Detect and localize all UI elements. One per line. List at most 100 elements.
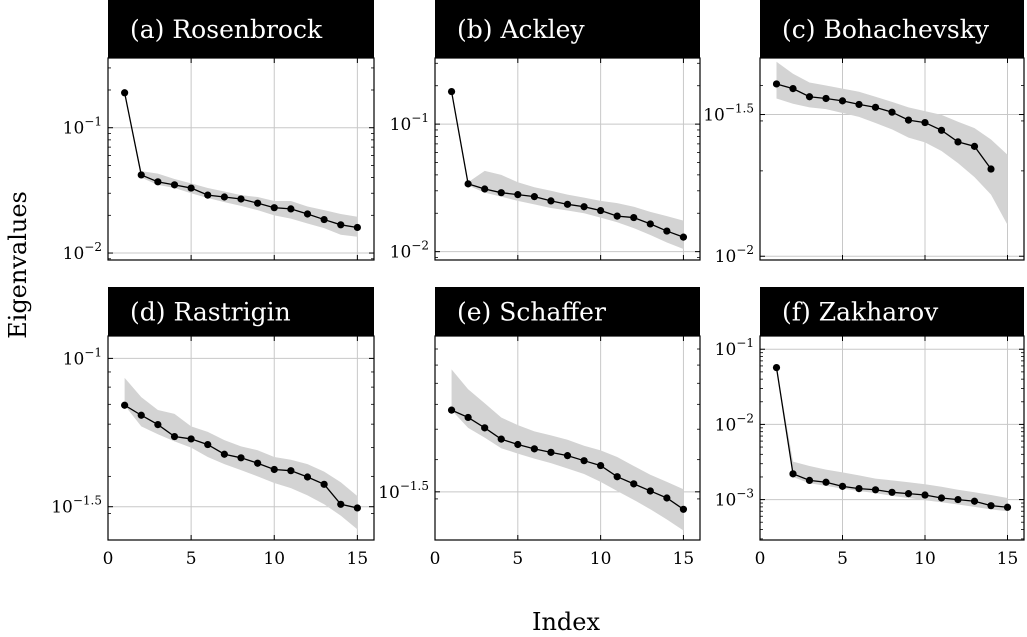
data-point [154, 420, 162, 429]
data-point [254, 199, 262, 207]
data-point [530, 193, 538, 201]
x-tick-label: 0 [755, 549, 766, 569]
data-point [888, 108, 896, 116]
data-point [204, 191, 212, 199]
data-point [630, 213, 638, 222]
axis-frame [759, 57, 1025, 261]
x-tick-label: 15 [673, 549, 695, 569]
data-point [805, 476, 814, 484]
data-point [497, 435, 505, 443]
data-point [497, 189, 505, 197]
data-point [855, 485, 863, 493]
data-point [547, 448, 555, 456]
chart-panel: (c) Bohachevsky 10−1.5 10−2 [703, 0, 1025, 267]
data-point [237, 454, 245, 462]
data-point [921, 118, 929, 127]
data-point [514, 440, 522, 449]
panel-title: (c) Bohachevsky [782, 15, 990, 44]
x-tick-label: 10 [914, 549, 936, 569]
variance-band [776, 61, 1008, 225]
data-point [270, 204, 278, 212]
data-point [613, 212, 621, 220]
data-point [580, 457, 588, 465]
data-point [937, 494, 946, 502]
data-point [237, 195, 245, 203]
panel-title: (a) Rosenbrock [130, 15, 323, 44]
y-tick-label: 10−1 [715, 336, 754, 360]
panel-title: (b) Ackley [457, 15, 585, 44]
data-point [170, 181, 179, 189]
data-point [353, 504, 361, 512]
data-point [805, 93, 814, 101]
variance-band [776, 367, 1008, 512]
y-tick-label: 10−2 [715, 411, 754, 435]
data-point [855, 100, 863, 109]
panel-title-bar [108, 287, 374, 336]
panel-title-bar [435, 0, 700, 58]
variance-band [451, 91, 684, 249]
data-point [547, 197, 555, 205]
axis-frame [759, 335, 1025, 541]
panel-title-bar [435, 287, 700, 336]
data-point [871, 486, 880, 494]
data-point [970, 497, 979, 505]
x-tick-label: 15 [347, 549, 369, 569]
data-point [170, 432, 179, 441]
series-line [123, 92, 358, 229]
chart-panel: (d) Rastrigin 10−1 10−1.5 0 5 10 15 [51, 287, 375, 569]
data-point [353, 223, 361, 232]
data-point [320, 215, 328, 224]
data-point [789, 85, 797, 93]
chart-panel: (b) Ackley 10−1 10−2 [390, 0, 701, 263]
data-point [303, 210, 312, 218]
panel-title: (d) Rastrigin [130, 298, 291, 327]
y-tick-label: 10−1 [63, 115, 102, 139]
data-point [663, 227, 671, 235]
data-point [121, 401, 129, 409]
data-point [121, 89, 129, 97]
data-point [287, 205, 295, 213]
data-point [320, 480, 328, 488]
y-tick-label: 10−1 [63, 345, 102, 369]
data-point [303, 473, 312, 481]
panel-title-bar [760, 0, 1024, 58]
data-point [154, 178, 162, 186]
x-tick-label: 10 [263, 549, 285, 569]
variance-band [124, 377, 358, 530]
data-point [937, 126, 946, 134]
data-point [563, 452, 572, 460]
data-point [921, 491, 929, 499]
y-tick-label: 10−1.5 [378, 479, 429, 503]
data-point [871, 103, 880, 111]
axis-frame [434, 57, 701, 261]
data-point [481, 424, 489, 432]
data-point [646, 487, 654, 495]
x-tick-label: 5 [512, 549, 523, 569]
y-tick-label: 10−1 [390, 111, 429, 135]
data-point [447, 406, 456, 414]
x-tick-label: 0 [430, 549, 441, 569]
y-tick-label: 10−2 [390, 239, 429, 263]
data-point [663, 494, 671, 502]
data-point [464, 413, 472, 422]
data-point [137, 411, 145, 419]
x-tick-label: 10 [590, 549, 612, 569]
data-point [270, 465, 278, 474]
data-point [254, 459, 262, 467]
y-tick-label: 10−3 [715, 487, 754, 511]
data-point [822, 94, 830, 103]
panel-title: (e) Schaffer [457, 298, 606, 327]
x-axis-label: Index [532, 608, 601, 636]
data-point [337, 221, 345, 229]
data-point [679, 233, 688, 241]
x-tick-label: 0 [103, 549, 114, 569]
data-point [481, 185, 489, 193]
data-point [987, 502, 995, 510]
data-point [220, 450, 228, 458]
data-point [220, 193, 228, 201]
axis-frame [107, 335, 375, 541]
y-tick-label: 10−1.5 [51, 494, 102, 518]
data-point [838, 482, 847, 490]
variance-band [451, 369, 684, 531]
